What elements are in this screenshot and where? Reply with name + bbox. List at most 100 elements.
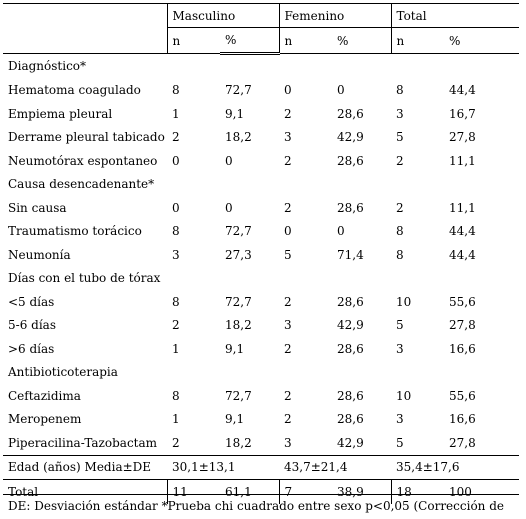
cell-pct: 0 [225, 153, 233, 168]
cell-n: 2 [172, 318, 180, 333]
cell-pct: 28,6 [337, 341, 364, 356]
cell-pct: 18,2 [225, 130, 252, 145]
cell-pct: 9,1 [225, 412, 245, 427]
total-cell-pct: 38,9 [332, 479, 391, 504]
table-row: Neumotórax espontaneo 0 0 2 28,6 2 11,1 [3, 149, 519, 173]
age-value-spacer [220, 454, 279, 480]
cell-n: 5 [396, 435, 404, 450]
cell-pct: 44,4 [449, 83, 476, 98]
cell-n: 2 [284, 106, 292, 121]
cell-pct [332, 267, 391, 291]
cell-n: 2 [284, 153, 292, 168]
cell-n: 0 [284, 224, 292, 239]
row-label: Empiema pleural [8, 106, 113, 121]
age-row: Edad (años) Media±DE 30,1±13,1 43,7±21,4 35… [3, 454, 519, 480]
cell-pct: 16,6 [449, 412, 476, 427]
row-label: <5 días [8, 294, 55, 309]
cell-pct: 42,9 [337, 435, 364, 450]
total-cell-pct: 100 [444, 479, 519, 504]
header-subheader-row: n % n % n % [3, 27, 519, 55]
cell-pct: 11,1 [449, 153, 476, 168]
cell-n [391, 361, 444, 385]
cell-n: 2 [172, 130, 180, 145]
cell-n: 2 [284, 341, 292, 356]
cell-n: 1 [172, 341, 180, 356]
cell-pct: 44,4 [449, 247, 476, 262]
cell-n [167, 361, 220, 385]
cell-pct [444, 54, 519, 79]
total-cell-n: 11 [166, 479, 220, 504]
cell-n: 3 [284, 130, 292, 145]
cell-n: 0 [172, 153, 180, 168]
cell-n: 8 [396, 224, 404, 239]
section-label: Antibioticoterapia [8, 365, 118, 380]
cell-pct [220, 267, 279, 291]
section-row: Antibioticoterapia [3, 361, 519, 385]
cell-n: 5 [284, 247, 292, 262]
section-row: Causa desencadenante* [3, 173, 519, 197]
cell-pct: 18,2 [225, 318, 252, 333]
cell-pct: 16,7 [449, 106, 476, 121]
table-row: Derrame pleural tabicado 2 18,2 3 42,9 5 27,8 [3, 126, 519, 150]
cell-pct: 28,6 [337, 200, 364, 215]
cell-pct: 27,8 [449, 130, 476, 145]
subheader-n-masculino: n [166, 27, 220, 54]
row-label: Sin causa [8, 200, 67, 215]
cell-n: 2 [396, 153, 404, 168]
cell-pct [332, 173, 391, 197]
age-value: 30,1±13,1 [167, 454, 236, 480]
subheader-pct-masculino: % [220, 27, 279, 55]
cell-pct: 9,1 [225, 341, 245, 356]
cell-n [167, 173, 220, 197]
cell-n: 1 [172, 412, 180, 427]
cell-n: 3 [284, 318, 292, 333]
cell-pct: 28,6 [337, 412, 364, 427]
cell-pct: 27,8 [449, 435, 476, 450]
cell-n: 5 [396, 130, 404, 145]
cell-pct: 27,3 [225, 247, 252, 262]
table-row: Piperacilina-Tazobactam 2 18,2 3 42,9 5 27,8 [3, 431, 519, 455]
header-group-total: Total [390, 3, 519, 28]
cell-pct: 0 [337, 83, 345, 98]
cell-n: 3 [172, 247, 180, 262]
cell-n: 8 [396, 247, 404, 262]
header-corner-cell [3, 3, 167, 28]
section-label: Días con el tubo de tórax [8, 271, 161, 286]
cell-pct [444, 361, 519, 385]
row-label: Hematoma coagulado [8, 83, 141, 98]
cell-pct: 9,1 [225, 106, 245, 121]
row-label: Traumatismo torácico [8, 224, 142, 239]
cell-pct: 0 [225, 200, 233, 215]
cell-pct: 28,6 [337, 388, 364, 403]
total-cell-n: 7 [278, 479, 332, 504]
table-row: Sin causa 0 0 2 28,6 2 11,1 [3, 196, 519, 220]
cell-n: 3 [396, 341, 404, 356]
cell-n: 3 [396, 106, 404, 121]
age-value: 43,7±21,4 [279, 454, 348, 480]
cell-n [391, 173, 444, 197]
cell-n: 2 [396, 200, 404, 215]
subheader-n-femenino: n [278, 27, 332, 54]
table-row: Ceftazidima 8 72,7 2 28,6 10 55,6 [3, 384, 519, 408]
table-row: Empiema pleural 1 9,1 2 28,6 3 16,7 [3, 102, 519, 126]
section-label: Causa desencadenante* [8, 177, 155, 192]
header-group-masculino: Masculino [166, 3, 279, 28]
cell-n: 10 [396, 294, 412, 309]
subheader-n-total: n [390, 27, 444, 54]
cell-pct: 72,7 [225, 294, 252, 309]
cell-pct: 27,8 [449, 318, 476, 333]
total-row: Total 11 61,1 7 38,9 18 100 [3, 479, 519, 504]
results-table: Masculino Femenino Total n % n % n % Dia… [3, 3, 519, 504]
age-row-label: Edad (años) Media±DE [3, 454, 167, 480]
cell-n: 8 [172, 83, 180, 98]
age-value-spacer [444, 454, 519, 480]
cell-n: 3 [284, 435, 292, 450]
cell-n: 8 [172, 388, 180, 403]
total-cell-n: 18 [390, 479, 444, 504]
cell-pct: 0 [337, 224, 345, 239]
cell-n [279, 54, 332, 79]
cell-n: 0 [172, 200, 180, 215]
cell-n: 8 [172, 294, 180, 309]
cell-n: 8 [172, 224, 180, 239]
cell-pct: 72,7 [225, 83, 252, 98]
